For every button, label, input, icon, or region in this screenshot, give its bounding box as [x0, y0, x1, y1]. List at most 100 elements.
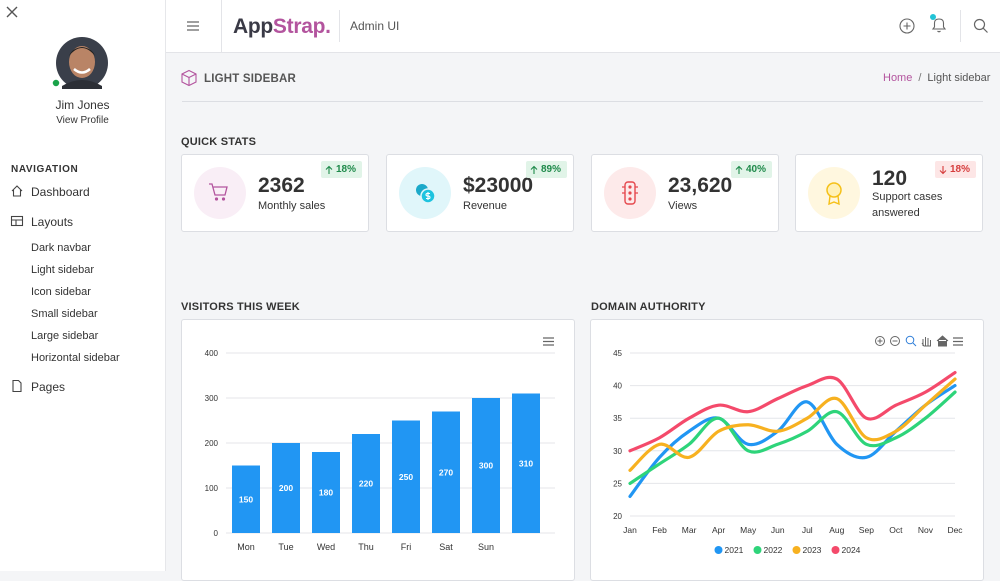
- data-label: 220: [359, 479, 373, 489]
- legend-label: 2023: [803, 545, 822, 555]
- breadcrumb-current: Light sidebar: [927, 72, 991, 84]
- bar: [272, 443, 300, 533]
- stat-icon: [194, 167, 246, 219]
- section-heading: VISITORS THIS WEEK: [181, 301, 300, 313]
- nav-sub-item[interactable]: Horizontal sidebar: [31, 352, 120, 364]
- y-tick-label: 45: [613, 349, 622, 358]
- chart-toolbar[interactable]: [875, 335, 964, 347]
- trend-arrow: [530, 165, 538, 174]
- breadcrumb-separator: /: [918, 72, 922, 84]
- cube-icon: [181, 69, 197, 87]
- nav-sub-item[interactable]: Large sidebar: [31, 330, 99, 342]
- bar: [472, 398, 500, 533]
- x-tick-label: Mar: [682, 525, 697, 535]
- data-label: 250: [399, 472, 413, 482]
- nav-sub-item[interactable]: Small sidebar: [31, 308, 98, 320]
- data-label: 300: [479, 461, 493, 471]
- legend-marker: [792, 546, 801, 554]
- bar: [232, 465, 260, 533]
- stat-icon: [604, 167, 656, 219]
- stat-card: 2362 Monthly sales 18%: [181, 154, 369, 232]
- sidebar: Jim Jones View Profile NAVIGATION Dashbo…: [0, 0, 166, 571]
- stat-change-value: 40%: [745, 164, 766, 175]
- y-tick-label: 400: [205, 349, 219, 358]
- nav-item[interactable]: Pages: [31, 380, 66, 394]
- stat-change: 89%: [525, 161, 567, 178]
- chart-menu[interactable]: [543, 337, 554, 346]
- y-tick-label: 30: [613, 447, 622, 456]
- stat-value: 2362: [258, 174, 305, 197]
- x-tick-label: Jul: [802, 525, 813, 535]
- trend-arrow: [939, 165, 947, 174]
- close-icon[interactable]: [5, 5, 19, 19]
- menu-toggle[interactable]: [186, 19, 200, 33]
- page-icon: [12, 379, 22, 393]
- stat-icon: [399, 167, 451, 219]
- legend-marker: [753, 546, 762, 554]
- x-tick-label: Aug: [829, 525, 844, 535]
- notification-icon[interactable]: [929, 13, 949, 35]
- nav-sub-item[interactable]: Icon sidebar: [31, 286, 91, 298]
- avatar[interactable]: [50, 36, 112, 92]
- y-tick-label: 40: [613, 382, 622, 391]
- x-tick-label: Wed: [317, 542, 335, 552]
- stat-value: 23,620: [668, 174, 733, 197]
- stat-card: 120 Support cases answered 18%: [795, 154, 983, 232]
- stat-label: Revenue: [463, 200, 508, 212]
- x-tick-label: Jun: [771, 525, 785, 535]
- bar: [512, 393, 540, 533]
- data-label: 200: [279, 483, 293, 493]
- bar: [432, 411, 460, 533]
- legend-label: 2022: [764, 545, 783, 555]
- trend-arrow: [325, 165, 333, 174]
- breadcrumb: Home / Light sidebar: [883, 72, 990, 84]
- legend-marker: [714, 546, 723, 554]
- line-series: [628, 390, 957, 485]
- y-tick-label: 100: [205, 484, 219, 493]
- top-bar: AppStrap. Admin UI: [166, 0, 1000, 53]
- brand[interactable]: AppStrap.: [233, 15, 331, 39]
- add-icon[interactable]: [898, 17, 916, 35]
- x-tick-label: Feb: [652, 525, 667, 535]
- legend-label: 2024: [842, 545, 861, 555]
- bar: [392, 420, 420, 533]
- divider: [182, 101, 983, 102]
- search-icon[interactable]: [973, 18, 989, 34]
- nav-sub-item[interactable]: Dark navbar: [31, 242, 91, 254]
- breadcrumb-link[interactable]: Home: [883, 72, 913, 84]
- page-title: LIGHT SIDEBAR: [204, 73, 297, 85]
- stat-change: 18%: [934, 161, 976, 178]
- x-tick-label: Fri: [401, 542, 412, 552]
- x-tick-label: Sun: [478, 542, 494, 552]
- layout-icon: [10, 215, 24, 227]
- stat-label: Monthly sales: [258, 200, 326, 212]
- stat-value: $23000: [463, 174, 534, 197]
- x-tick-label: Jan: [623, 525, 637, 535]
- y-tick-label: 200: [205, 439, 219, 448]
- nav-sub-item[interactable]: Light sidebar: [31, 264, 94, 276]
- stat-change: 18%: [320, 161, 362, 178]
- nav-item[interactable]: Layouts: [31, 215, 74, 229]
- line-series: [628, 377, 957, 472]
- data-label: 270: [439, 467, 453, 477]
- x-tick-label: Dec: [947, 525, 963, 535]
- data-label: 310: [519, 458, 533, 468]
- line-series: [628, 370, 957, 453]
- brand-part: App: [233, 15, 273, 38]
- stat-change: 40%: [730, 161, 772, 178]
- profile-link[interactable]: View Profile: [56, 115, 109, 126]
- chart-card: [590, 319, 984, 581]
- divider: [339, 10, 340, 42]
- x-tick-label: Oct: [889, 525, 903, 535]
- subtitle: Admin UI: [350, 19, 400, 33]
- stat-icon: [808, 167, 860, 219]
- stat-label: Support cases answered: [872, 191, 943, 219]
- stat-label: Views: [668, 200, 698, 212]
- nav-item[interactable]: Dashboard: [31, 185, 90, 199]
- divider: [221, 0, 222, 52]
- y-tick-label: 300: [205, 394, 219, 403]
- x-tick-label: Nov: [918, 525, 934, 535]
- x-tick-label: Thu: [358, 542, 374, 552]
